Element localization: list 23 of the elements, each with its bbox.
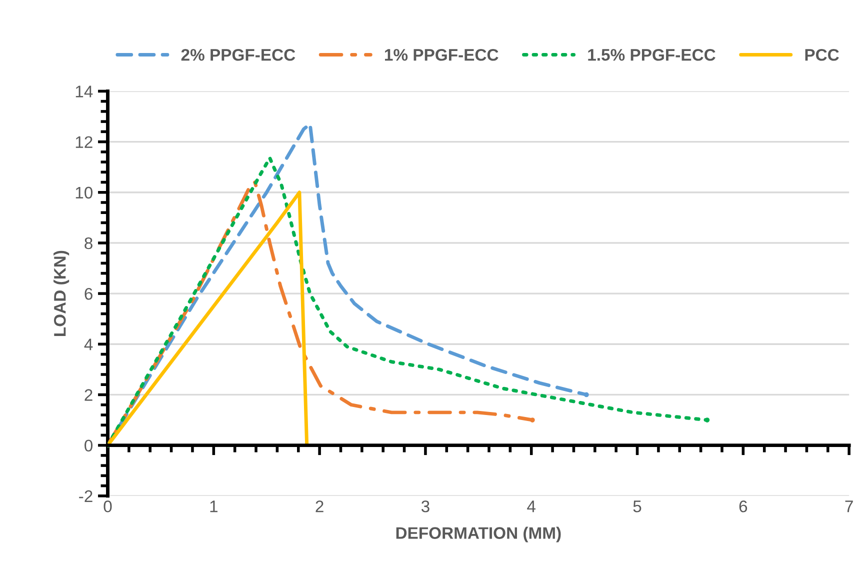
x-axis-title: DEFORMATION (MM) [396, 526, 561, 542]
y-tick-label: 12 [76, 136, 92, 148]
y-tick-label: 6 [84, 288, 92, 300]
x-tick-label: 6 [739, 500, 748, 512]
legend-label: PCC [805, 48, 839, 61]
y-tick-label: 2 [84, 389, 92, 401]
legend-label: 1% PPGF-ECC [384, 48, 498, 61]
y-tick-label: -2 [79, 490, 92, 502]
x-tick-label: 0 [104, 500, 112, 512]
legend-label: 1.5% PPGF-ECC [588, 48, 716, 61]
y-tick-label: 10 [76, 186, 93, 199]
y-tick-label: 14 [76, 86, 93, 98]
x-tick-label: 3 [421, 500, 430, 512]
y-tick-label: 0 [84, 440, 93, 452]
x-tick-label: 2 [316, 500, 324, 512]
x-tick-label: 1 [210, 500, 218, 512]
y-tick-label: 8 [84, 237, 92, 250]
legend-label: 2% PPGF-ECC [181, 48, 296, 61]
x-tick-label: 7 [845, 500, 853, 512]
x-tick-label: 5 [633, 500, 642, 512]
y-axis-title: LOAD (KN) [54, 250, 70, 336]
x-tick-label: 4 [527, 500, 536, 512]
y-tick-label: 4 [84, 338, 93, 350]
